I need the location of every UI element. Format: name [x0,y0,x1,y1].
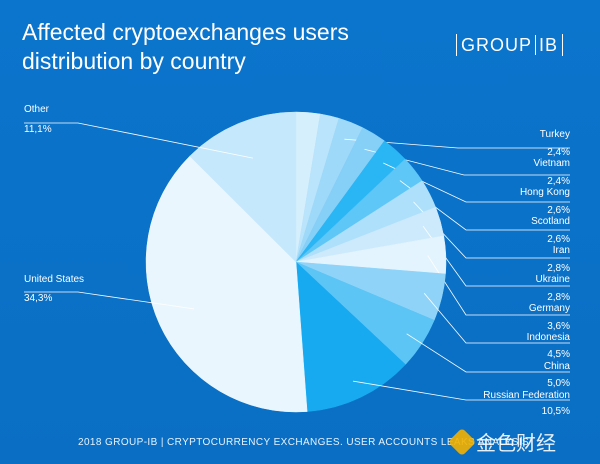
slice-label-united-states: United States [24,274,84,285]
slice-label-china: China [544,361,571,372]
leader-line-united-states [24,291,194,310]
slice-value-united-states: 34,3% [24,293,52,304]
slice-label-scotland: Scotland [531,216,570,227]
watermark-text: 金色财经 [476,431,556,455]
pie-slice-united-states [145,155,308,413]
slice-label-turkey: Turkey [540,129,570,140]
leader-line-russian-federation [352,380,570,401]
slice-label-iran: Iran [553,245,570,256]
watermark: 金色财经 [447,427,556,456]
chart-title-line-1: Affected cryptoexchanges users [22,19,349,45]
slice-value-china: 5,0% [547,378,570,389]
chart-title: Affected cryptoexchanges users distribut… [22,18,382,76]
logo-text-left: GROUP [461,35,533,55]
slice-value-turkey: 2,4% [547,147,570,158]
chart-title-line-2: distribution by country [22,48,246,74]
slice-label-hong-kong: Hong Kong [520,187,570,198]
logo-text-right: IB [535,35,559,55]
slice-label-germany: Germany [529,303,570,314]
footer-caption: 2018 GROUP-IB | CRYPTOCURRENCY EXCHANGES… [78,437,530,448]
slice-value-iran: 2,8% [547,263,570,274]
slice-label-ukraine: Ukraine [536,274,571,285]
leader-line-china [406,333,570,373]
group-ib-logo: GROUP IB [456,34,564,56]
pie-slice-other [189,111,297,263]
slice-value-other: 11,1% [24,124,52,135]
slice-value-ukraine: 2,8% [547,292,570,303]
slice-label-indonesia: Indonesia [527,332,571,343]
jinse-logo-icon [447,427,477,456]
slice-label-other: Other [24,104,50,115]
slice-label-vietnam: Vietnam [533,158,570,169]
slice-value-germany: 3,6% [547,321,570,332]
leader-line-other [24,122,253,159]
slice-value-scotland: 2,6% [547,234,570,245]
slice-value-russian-federation: 10,5% [542,406,570,417]
slice-label-russian-federation: Russian Federation [483,390,570,401]
pie-slice-russian-federation [295,261,406,412]
slice-value-hong-kong: 2,6% [547,205,570,216]
leader-line-indonesia [423,293,570,344]
slice-value-vietnam: 2,4% [547,176,570,187]
slice-value-indonesia: 4,5% [547,349,570,360]
